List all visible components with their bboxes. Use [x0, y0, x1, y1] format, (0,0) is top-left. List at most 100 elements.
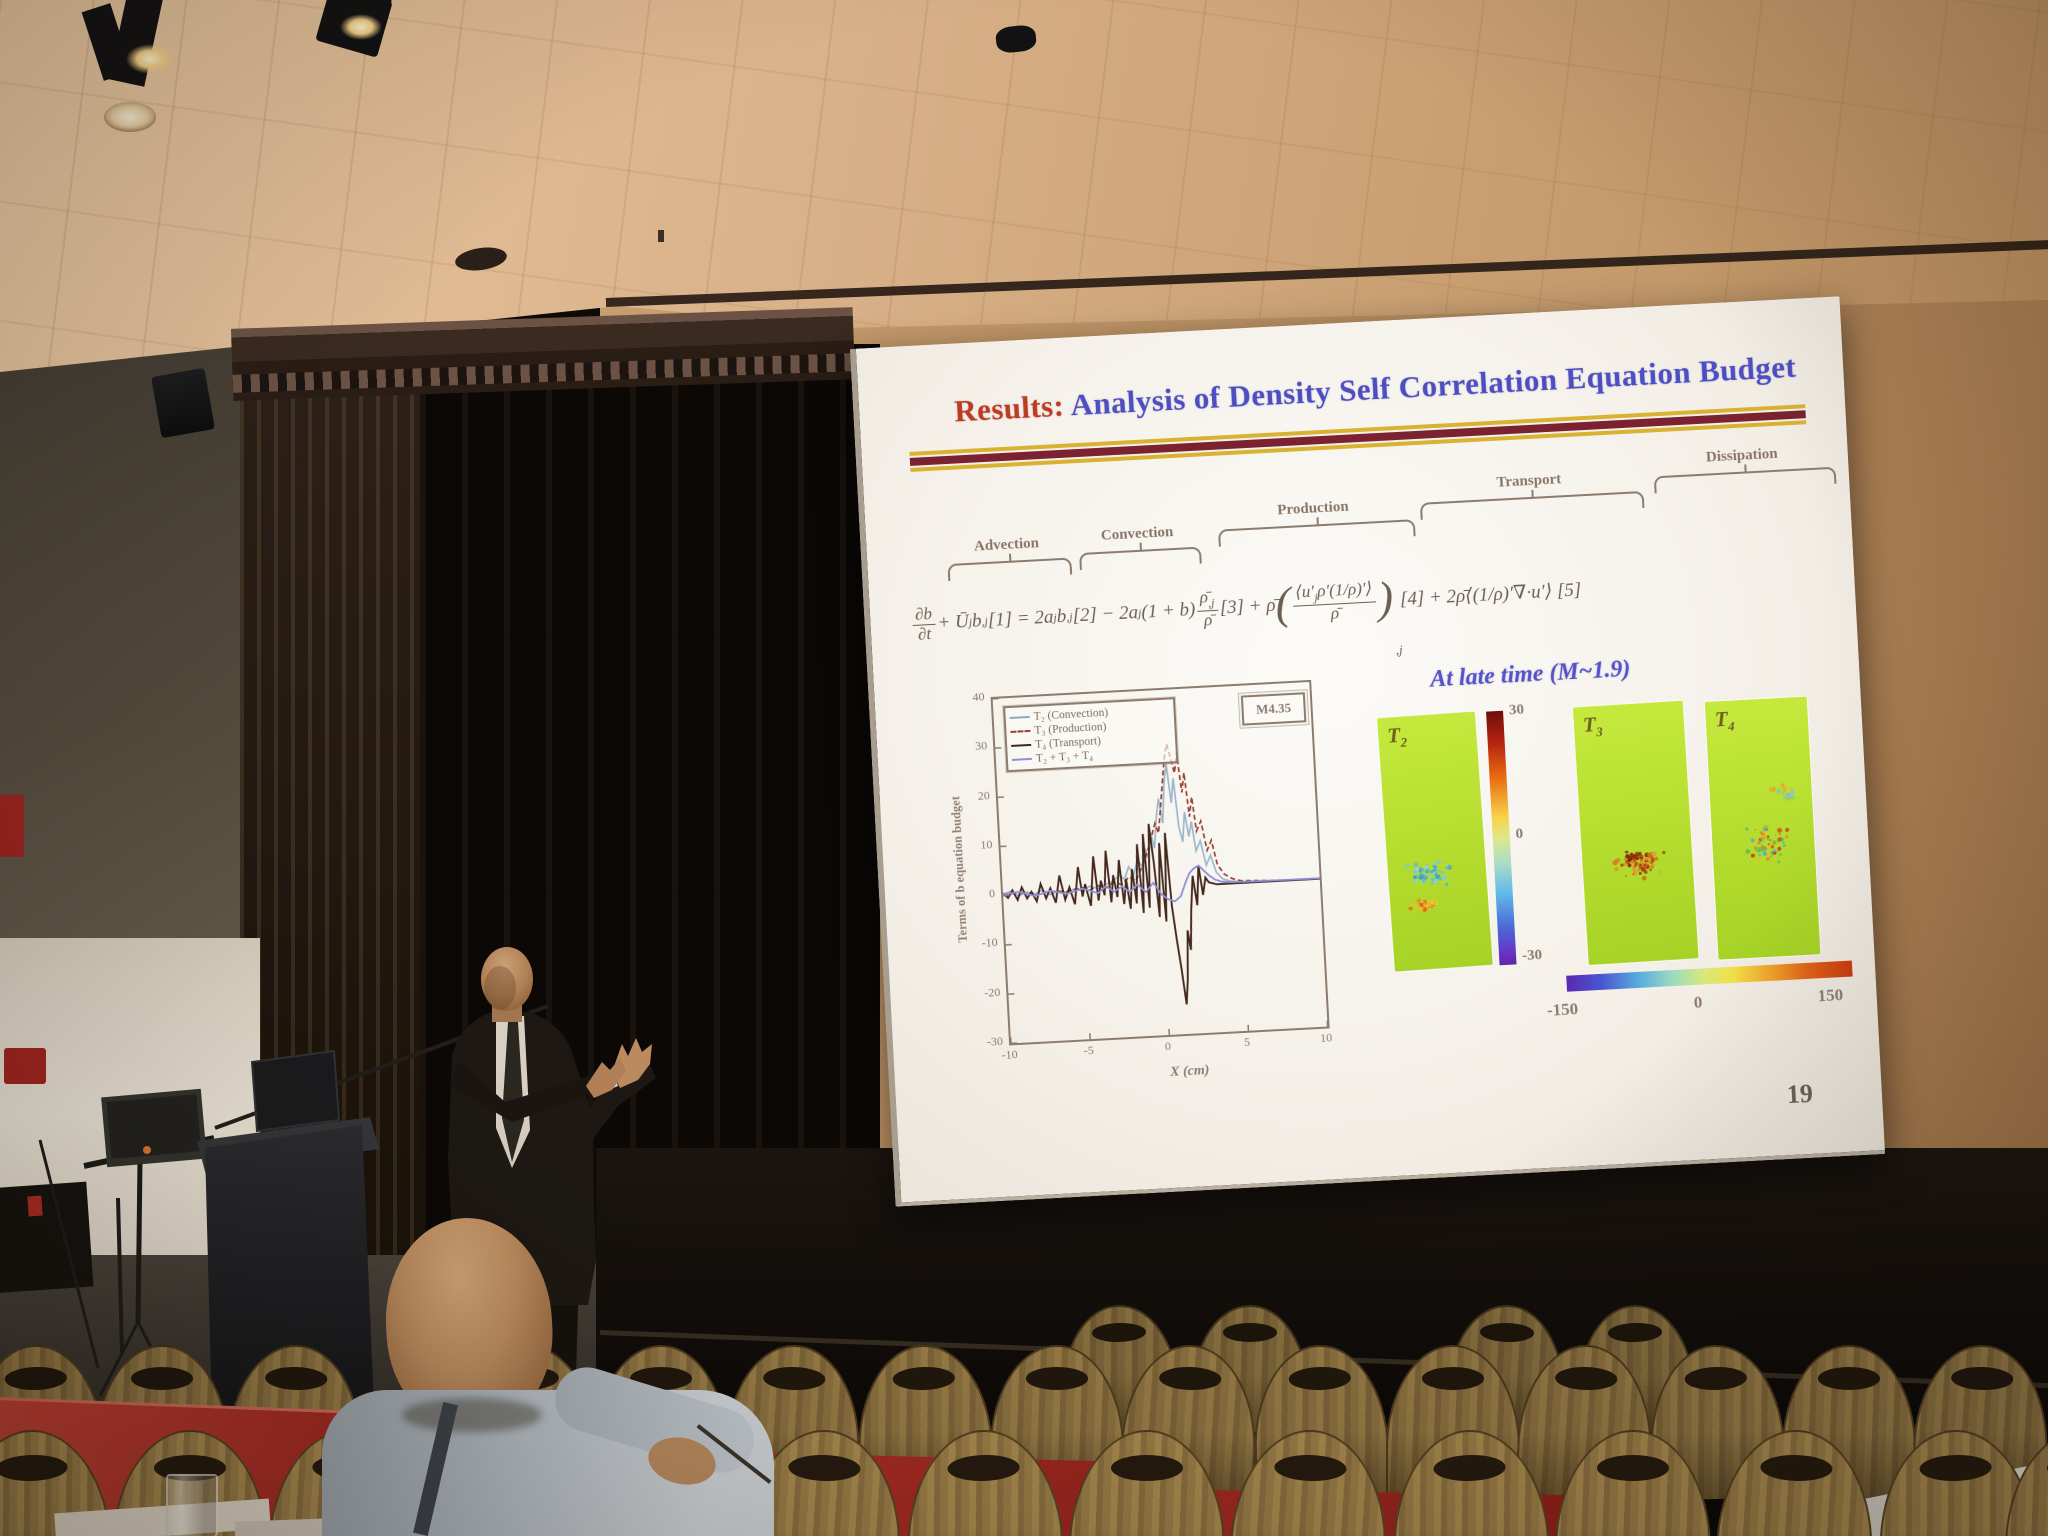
contour-speckle [1782, 792, 1786, 796]
contour-speckle [1758, 853, 1762, 857]
chair-back-cutout [1091, 1322, 1147, 1343]
contour-speckle [1770, 845, 1774, 849]
contour-speckle [1430, 877, 1435, 882]
contour-speckle [1759, 837, 1762, 841]
y-tick-label: 40 [972, 689, 985, 704]
contour-speckle [1649, 868, 1653, 872]
chair-back-cutout [1817, 1366, 1881, 1390]
equation-paren: ( [1274, 577, 1293, 630]
contour-speckle [1419, 870, 1423, 874]
contour-speckle [1413, 902, 1416, 906]
contour-speckle [1419, 902, 1424, 907]
y-tick-label: 20 [977, 787, 991, 803]
contour-speckle [1785, 792, 1788, 795]
contour-speckle [1643, 870, 1648, 874]
presenter-left-hand [586, 1058, 626, 1098]
chair-back-cutout [762, 1365, 826, 1391]
equation-fraction: ∂b ∂t [911, 604, 937, 645]
contour-speckle [1620, 863, 1624, 867]
contour-speckle [1754, 840, 1757, 843]
contour-speckle [1785, 835, 1789, 839]
panel-label-base: T [1582, 712, 1597, 737]
legend-label: T₂ + T₃ + T₄ [1035, 749, 1094, 765]
late-time-caption: At late time (M~1.9) [1429, 655, 1631, 693]
chair-back-cutout [1025, 1366, 1089, 1390]
contour-speckle [1778, 841, 1780, 844]
chart-lines [992, 697, 1329, 1045]
chart-y-axis-title: Terms of b equation budget [948, 795, 971, 944]
contour-speckle [1754, 828, 1757, 831]
chair-back-cutout [2046, 1454, 2048, 1481]
contour-speckle [1771, 842, 1776, 846]
chair-back-cutout [0, 1453, 69, 1483]
contour-speckle [1745, 849, 1751, 854]
contour-speckle [1627, 858, 1632, 862]
equation-text: (1 + b) [1140, 598, 1196, 623]
contour-speckle [1435, 874, 1441, 880]
contour-speckle [1772, 836, 1777, 841]
colorbar-tick: -150 [1546, 999, 1579, 1020]
x-tick-label: 5 [1243, 1034, 1251, 1049]
y-tick-label: -10 [981, 935, 999, 951]
contour-speckles [1404, 860, 1452, 912]
contour-speckle [1766, 857, 1770, 861]
chair-back-cutout [1759, 1453, 1834, 1483]
contour-speckle [1640, 860, 1644, 864]
contour-speckle [1756, 857, 1762, 863]
contour-speckle [1422, 899, 1427, 905]
slide-page-number: 19 [1786, 1078, 1814, 1110]
presenter-face-shadow [484, 966, 516, 1010]
contour-speckle [1427, 905, 1431, 909]
contour-speckle [1614, 866, 1619, 872]
equation-text: [3] + ρ̄ [1219, 594, 1277, 619]
contour-speckle [1427, 903, 1430, 906]
contour-speckle [1437, 869, 1440, 872]
chair-back-cutout [1158, 1365, 1222, 1391]
presenter-left-arm [450, 1060, 601, 1122]
laptop-stand-leg [98, 1321, 140, 1397]
contour-speckles [1744, 783, 1796, 864]
contour-speckle [1417, 906, 1422, 911]
equation-text: + Ū [936, 611, 970, 634]
contour-speckle [1425, 872, 1430, 878]
slide-title-prefix: Results: [953, 387, 1066, 429]
contour-speckle [1644, 864, 1650, 870]
contour-speckle [1438, 877, 1442, 881]
contour-speckle [1772, 839, 1776, 843]
left-wall [0, 336, 252, 1056]
contour-speckle [1431, 906, 1434, 910]
contour-speckle [1790, 800, 1792, 803]
projection-screen: Results: Analysis of Density Self Correl… [849, 296, 1886, 1207]
chair-back-cutout [946, 1453, 1021, 1483]
contour-speckle [1430, 870, 1434, 874]
contour-speckle [1421, 879, 1425, 883]
chair-back-cutout [1432, 1453, 1507, 1483]
contour-speckle [1412, 879, 1414, 882]
drinking-glass [166, 1474, 218, 1536]
contour-speckle [1646, 852, 1651, 857]
contour-speckle [1785, 793, 1790, 798]
contour-speckle [1623, 862, 1627, 867]
fraction-numerator: ∂b [911, 604, 936, 626]
contour-speckle [1766, 848, 1770, 852]
contour-speckle [1641, 875, 1647, 881]
budget-line-chart: Terms of b equation budget T₂ (Convectio… [924, 673, 1366, 1115]
vertical-colorbar [1486, 710, 1517, 966]
contour-speckle [1657, 870, 1661, 874]
contour-speckle [1638, 852, 1641, 855]
contour-speckle [1627, 863, 1632, 868]
chair-back-cutout [4, 1365, 68, 1391]
contour-speckle [1762, 851, 1766, 856]
horizontal-colorbar [1566, 960, 1853, 992]
y-tick-label: 10 [980, 836, 993, 852]
chair-back-cutout [130, 1366, 194, 1390]
colorbar-tick: 0 [1515, 825, 1524, 843]
contour-speckle [1430, 882, 1434, 886]
panel-label: T4 [1714, 706, 1735, 735]
equation-fraction: ρ̄,j ρ̄ [1196, 588, 1219, 630]
contour-speckle [1790, 787, 1793, 790]
contour-speckle [1612, 860, 1618, 866]
power-indicator-light [143, 1146, 151, 1154]
contour-speckle [1637, 868, 1640, 872]
contour-speckle [1761, 844, 1764, 847]
